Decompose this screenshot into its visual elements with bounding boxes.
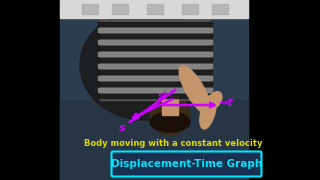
- Ellipse shape: [150, 112, 190, 132]
- Bar: [60, 0, 248, 18]
- Bar: [98, 82, 212, 86]
- Bar: [82, 4, 98, 14]
- Bar: [98, 22, 212, 26]
- Bar: [100, 20, 210, 100]
- Text: s: s: [119, 123, 125, 133]
- Bar: [182, 4, 198, 14]
- Ellipse shape: [208, 92, 222, 108]
- Text: sl: sl: [157, 91, 167, 101]
- Bar: [212, 4, 228, 14]
- Bar: [112, 4, 128, 14]
- Ellipse shape: [179, 66, 211, 114]
- Bar: [248, 0, 320, 180]
- Bar: [98, 34, 212, 38]
- Text: Body moving with a constant velocity: Body moving with a constant velocity: [84, 138, 262, 147]
- FancyBboxPatch shape: [111, 152, 261, 177]
- Text: →t: →t: [219, 98, 233, 108]
- Ellipse shape: [80, 10, 210, 120]
- Bar: [98, 64, 212, 68]
- Bar: [98, 88, 212, 92]
- Bar: [98, 46, 212, 50]
- Bar: [98, 40, 212, 44]
- Bar: [98, 94, 212, 98]
- Bar: [98, 76, 212, 80]
- Text: Displacement-Time Graph: Displacement-Time Graph: [111, 159, 263, 169]
- Bar: [60, 0, 248, 180]
- Bar: [162, 95, 178, 115]
- Bar: [147, 4, 163, 14]
- Ellipse shape: [200, 95, 216, 129]
- Bar: [98, 58, 212, 62]
- Bar: [98, 52, 212, 56]
- Circle shape: [150, 95, 190, 135]
- Bar: [60, 100, 248, 180]
- Bar: [0, 0, 60, 180]
- Bar: [98, 28, 212, 32]
- Bar: [98, 70, 212, 74]
